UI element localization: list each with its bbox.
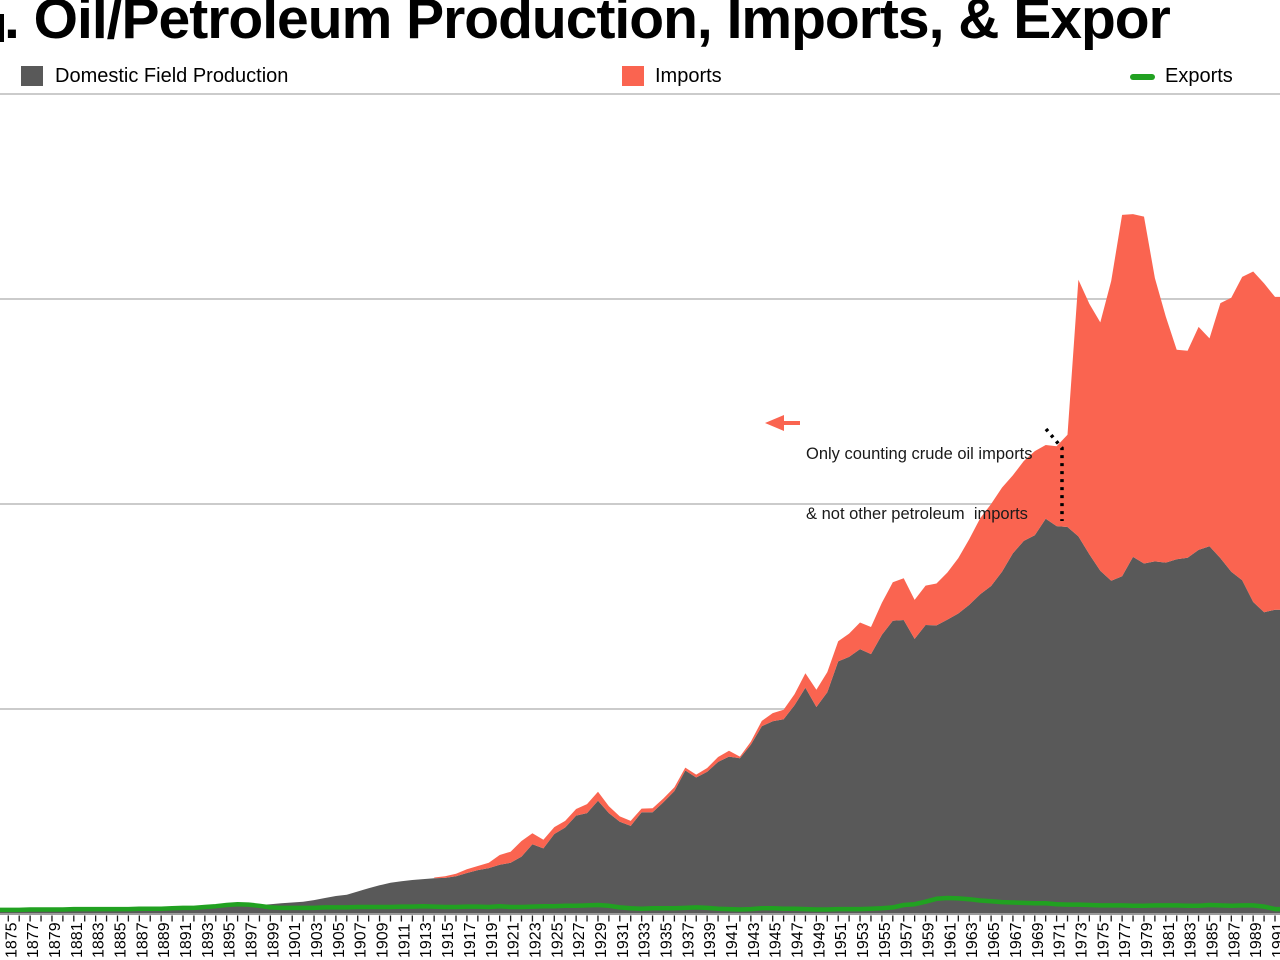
svg-text:1903: 1903: [309, 922, 326, 958]
exports-dash-icon: [1130, 74, 1155, 80]
svg-text:1905: 1905: [331, 922, 348, 958]
svg-text:1889: 1889: [156, 922, 173, 958]
annotation-line-2: & not other petroleum imports: [806, 505, 1028, 523]
legend-label-imports: Imports: [655, 65, 722, 87]
svg-text:1877: 1877: [25, 922, 42, 958]
svg-text:1935: 1935: [658, 922, 675, 958]
svg-text:1921: 1921: [506, 922, 523, 958]
svg-text:1883: 1883: [91, 922, 108, 958]
svg-text:1909: 1909: [375, 922, 392, 958]
svg-text:1951: 1951: [833, 922, 850, 958]
legend-label-exports: Exports: [1165, 65, 1233, 87]
svg-text:1963: 1963: [964, 922, 981, 958]
svg-text:1991: 1991: [1270, 922, 1280, 958]
svg-text:1925: 1925: [549, 922, 566, 958]
svg-text:1989: 1989: [1248, 922, 1265, 958]
svg-text:1965: 1965: [986, 922, 1003, 958]
svg-text:1923: 1923: [527, 922, 544, 958]
chart-title: . Oil/Petroleum Production, Imports, & E…: [4, 0, 1171, 51]
svg-text:1881: 1881: [69, 922, 86, 958]
svg-text:1955: 1955: [877, 922, 894, 958]
svg-text:1899: 1899: [265, 922, 282, 958]
svg-text:1933: 1933: [637, 922, 654, 958]
legend-label-production: Domestic Field Production: [55, 65, 289, 87]
svg-text:1967: 1967: [1008, 922, 1025, 958]
svg-text:1885: 1885: [112, 922, 129, 958]
svg-text:1895: 1895: [222, 922, 239, 958]
svg-text:1897: 1897: [244, 922, 261, 958]
svg-text:1985: 1985: [1204, 922, 1221, 958]
svg-text:1983: 1983: [1183, 922, 1200, 958]
svg-text:1879: 1879: [47, 922, 64, 958]
svg-text:1961: 1961: [942, 922, 959, 958]
svg-text:1887: 1887: [134, 922, 151, 958]
svg-text:1927: 1927: [571, 922, 588, 958]
svg-text:1969: 1969: [1030, 922, 1047, 958]
svg-text:1915: 1915: [440, 922, 457, 958]
svg-text:1979: 1979: [1139, 922, 1156, 958]
svg-text:1959: 1959: [921, 922, 938, 958]
svg-text:1907: 1907: [353, 922, 370, 958]
svg-text:1911: 1911: [396, 923, 413, 958]
svg-text:1893: 1893: [200, 922, 217, 958]
svg-text:1981: 1981: [1161, 922, 1178, 958]
svg-text:1977: 1977: [1117, 922, 1134, 958]
svg-text:1901: 1901: [287, 922, 304, 958]
svg-text:1953: 1953: [855, 922, 872, 958]
imports-swatch-icon: [622, 66, 644, 86]
svg-text:1945: 1945: [768, 922, 785, 958]
svg-text:1943: 1943: [746, 922, 763, 958]
svg-text:1941: 1941: [724, 922, 741, 958]
production-swatch-icon: [21, 66, 43, 86]
svg-text:1891: 1891: [178, 922, 195, 958]
svg-text:1937: 1937: [680, 922, 697, 958]
svg-text:1931: 1931: [615, 922, 632, 958]
annotation-line-1: Only counting crude oil imports: [806, 445, 1033, 463]
annotation-dotted-line: [1044, 427, 1064, 521]
svg-text:1987: 1987: [1226, 922, 1243, 958]
svg-text:1875: 1875: [3, 922, 20, 958]
imports-annotation: Only counting crude oil imports & not ot…: [806, 404, 1033, 564]
svg-text:1975: 1975: [1095, 922, 1112, 958]
title-cutoff-glyph: [0, 14, 4, 42]
annotation-arrow-icon: [765, 415, 800, 431]
svg-text:1971: 1971: [1052, 922, 1069, 958]
svg-text:1919: 1919: [484, 922, 501, 958]
svg-text:1939: 1939: [702, 922, 719, 958]
svg-text:1929: 1929: [593, 922, 610, 958]
svg-text:1917: 1917: [462, 922, 479, 958]
legend: Domestic Field Production Imports Export…: [0, 0, 1280, 94]
svg-text:1973: 1973: [1073, 922, 1090, 958]
svg-text:1947: 1947: [790, 922, 807, 958]
svg-text:1949: 1949: [811, 922, 828, 958]
svg-text:1957: 1957: [899, 922, 916, 958]
svg-text:1913: 1913: [418, 922, 435, 958]
